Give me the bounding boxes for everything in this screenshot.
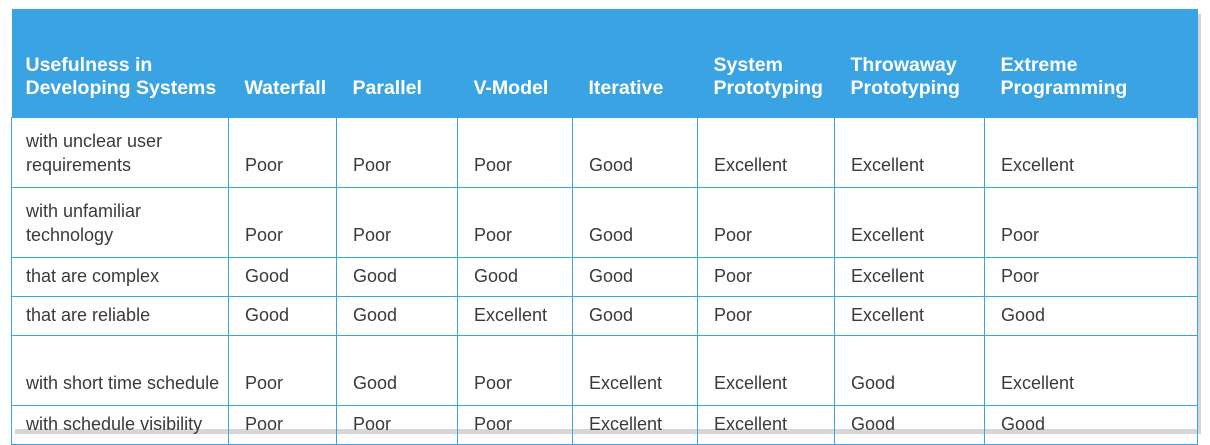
table-cell: Poor: [457, 116, 573, 188]
table-cell: Excellent: [457, 295, 573, 336]
table-cell: Good: [336, 334, 458, 406]
table-cell: Excellent: [984, 334, 1198, 406]
table-cell: Poor: [336, 116, 458, 188]
table-cell: Excellent: [572, 334, 698, 406]
table-cell: Poor: [457, 186, 573, 258]
table-cell: Poor: [697, 256, 835, 297]
table-row: with schedule visibility Poor Poor Poor …: [11, 404, 1198, 445]
table-cell: Poor: [228, 334, 337, 406]
table-cell: Poor: [457, 404, 573, 445]
methodology-comparison-table: Usefulness in Developing Systems Waterfa…: [11, 9, 1198, 445]
table-row: with unfamiliar technology Poor Poor Poo…: [11, 186, 1198, 258]
table-cell: Good: [572, 186, 698, 258]
header-system-prototyping: System Prototyping: [713, 53, 823, 99]
table-cell: Good: [984, 295, 1198, 336]
table-cell: Poor: [228, 186, 337, 258]
row-label: with unclear user requirements: [11, 116, 229, 188]
table-cell: Poor: [457, 334, 573, 406]
table-cell: Poor: [228, 116, 337, 188]
row-label: with schedule visibility: [11, 404, 229, 445]
table-cell: Excellent: [984, 116, 1198, 188]
header-extreme-programming: Extreme Programming: [1000, 53, 1128, 99]
header-waterfall: Waterfall: [244, 76, 327, 99]
header-parallel: Parallel: [352, 76, 422, 99]
row-label: with unfamiliar technology: [11, 186, 229, 258]
table-cell: Excellent: [572, 404, 698, 445]
table-cell: Poor: [697, 295, 835, 336]
table-row: that are complex Good Good Good Good Poo…: [11, 256, 1198, 297]
table-cell: Excellent: [697, 116, 835, 188]
table-cell: Good: [336, 295, 458, 336]
row-label: that are complex: [11, 256, 229, 297]
table-cell: Good: [336, 256, 458, 297]
table-cell: Good: [834, 404, 985, 445]
table-cell: Excellent: [834, 295, 985, 336]
table-cell: Excellent: [834, 256, 985, 297]
header-iterative: Iterative: [588, 76, 664, 99]
table-cell: Good: [834, 334, 985, 406]
table-cell: Good: [457, 256, 573, 297]
table-cell: Poor: [336, 186, 458, 258]
header-row: Usefulness in Developing Systems Waterfa…: [11, 9, 1198, 117]
table-row: with unclear user requirements Poor Poor…: [11, 116, 1198, 188]
table-cell: Poor: [984, 186, 1198, 258]
table-row: that are reliable Good Good Excellent Go…: [11, 295, 1198, 336]
table-cell: Poor: [984, 256, 1198, 297]
table-cell: Good: [228, 256, 337, 297]
header-throwaway-prototyping: Throwaway Prototyping: [850, 53, 960, 99]
table-cell: Good: [572, 295, 698, 336]
row-label: that are reliable: [11, 295, 229, 336]
table-cell: Poor: [336, 404, 458, 445]
table-cell: Good: [228, 295, 337, 336]
header-corner-label: Usefulness in Developing Systems: [25, 53, 217, 99]
table-cell: Excellent: [834, 186, 985, 258]
comparison-table-frame: Usefulness in Developing Systems Waterfa…: [11, 9, 1198, 445]
table-cell: Poor: [228, 404, 337, 445]
table-cell: Good: [572, 256, 698, 297]
table-cell: Excellent: [834, 116, 985, 188]
table-cell: Excellent: [697, 404, 835, 445]
table-cell: Good: [572, 116, 698, 188]
row-label: with short time schedule: [11, 334, 229, 406]
table-row: with short time schedule Poor Good Poor …: [11, 334, 1198, 406]
table-cell: Good: [984, 404, 1198, 445]
header-v-model: V-Model: [473, 76, 549, 99]
table-cell: Poor: [697, 186, 835, 258]
table-cell: Excellent: [697, 334, 835, 406]
